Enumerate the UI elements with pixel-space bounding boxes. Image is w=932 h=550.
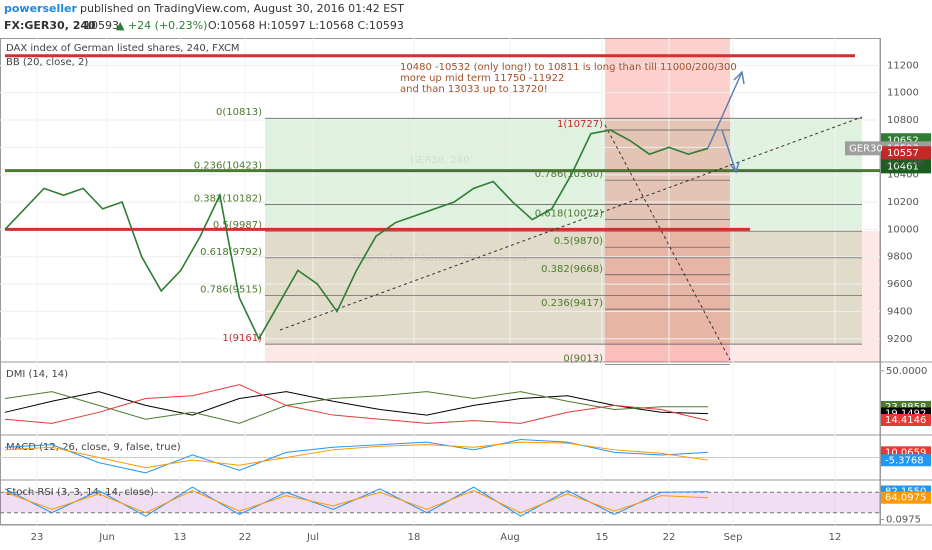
price-tag-label: 10557 (887, 148, 919, 159)
indicator-tag-label: -5.3768 (885, 455, 924, 466)
pane-label: Stoch RSI (3, 3, 14, 14, close) (6, 487, 154, 498)
annotation: more up mid term 11750 -11922 (400, 73, 564, 84)
y-tick-label: 0.0975 (886, 515, 921, 526)
fib-zone (605, 38, 730, 362)
fib-label: 0.786(10360) (535, 169, 603, 180)
y-tick-label: 10400 (887, 170, 919, 181)
x-tick-label: Sep (724, 532, 743, 543)
arrow (721, 129, 740, 174)
x-tick-label: 18 (408, 532, 421, 543)
x-tick-label: Jun (98, 532, 115, 543)
fib-label: 0.5(9870) (554, 236, 603, 247)
x-tick-label: 13 (174, 532, 187, 543)
indicator-tag (881, 491, 931, 504)
price-tag-label: 10652 (887, 135, 919, 146)
indicator-tag (881, 414, 931, 427)
watermark: GER30, 240 (410, 155, 469, 166)
price-tag-label: 10461 (887, 161, 919, 172)
indicator-tag-label: 10.0659 (885, 447, 926, 458)
stoch-band (0, 492, 880, 513)
symbol-tag (845, 141, 880, 156)
fib-label: 0.618(10072) (535, 209, 603, 220)
indicator-tag-label: 64.0975 (885, 493, 926, 504)
y-tick-label: 11200 (887, 60, 919, 71)
y-tick-label: 9800 (887, 252, 912, 263)
y-tick-label: 9200 (887, 334, 912, 345)
y-tick-label: 10200 (887, 197, 919, 208)
price-tag (881, 146, 931, 161)
last: 10593 (84, 19, 119, 32)
published: published on TradingView.com, August 30,… (80, 2, 404, 15)
indicator-line (4, 441, 709, 469)
indicator-tag (881, 454, 931, 467)
symbol: FX:GER30, 240 (4, 19, 96, 32)
x-tick-label: 22 (239, 532, 252, 543)
arrow (707, 70, 745, 149)
annotation: 10480 -10532 (only long!) to 10811 is lo… (400, 62, 737, 73)
fib-label: 0(9013) (563, 353, 603, 364)
indicator-tag-label: 14.4146 (885, 415, 926, 426)
indicator-line (4, 391, 709, 416)
y-tick-label: 10800 (887, 115, 919, 126)
price-line (4, 129, 709, 341)
ohlc: O:10568 H:10597 L:10568 C:10593 (208, 19, 404, 32)
fib-label: 1(10727) (557, 119, 603, 130)
red-zone (265, 231, 880, 362)
fib-label: 0.382(9668) (541, 264, 603, 275)
y-tick-label: 50.0000 (886, 366, 927, 377)
trend-line (604, 124, 731, 361)
indicator-line (4, 384, 709, 424)
publisher: powerseller (4, 2, 77, 15)
y-tick-label: 11000 (887, 88, 919, 99)
annotation: and than 13033 up to 13720! (400, 84, 548, 95)
x-tick-label: 23 (31, 532, 44, 543)
x-tick-label: Aug (500, 532, 520, 543)
indicator-line (4, 439, 709, 474)
legend: BB (20, close, 2) (6, 57, 88, 68)
indicator-tag-label: 19.1492 (885, 408, 926, 419)
x-tick-label: 22 (663, 532, 676, 543)
price-tag (881, 159, 931, 174)
indicator-line (4, 391, 708, 424)
y-tick-label: 9600 (887, 279, 912, 290)
fib-label: 0.786(9515) (200, 285, 262, 296)
pane-label: MACD (12, 26, close, 9, false, true) (6, 442, 181, 453)
indicator-tag-label: 23.8858 (885, 402, 926, 413)
watermark: DAX index of German listed shares (353, 253, 527, 264)
fib-label: 0.382(10182) (194, 194, 262, 205)
x-tick-label: 12 (829, 532, 842, 543)
y-tick-label: 9400 (887, 306, 912, 317)
change: ▲ +24 (+0.23%) (116, 19, 207, 32)
fib-label: 0(10813) (216, 107, 262, 118)
fib-label: 0.236(10423) (194, 161, 262, 172)
fib-label: 1(9161) (222, 333, 262, 344)
legend: DAX index of German listed shares, 240, … (6, 43, 240, 54)
x-tick-label: Jul (306, 532, 319, 543)
fib-label: 0.5(9987) (213, 220, 262, 231)
indicator-line (4, 489, 709, 514)
trend-line (279, 116, 863, 331)
countdown: 2:17:08 (885, 157, 924, 168)
chart-layer: GER30, 240 DAX index of German listed sha… (0, 38, 931, 543)
x-tick-label: 15 (596, 532, 609, 543)
y-tick-label: 10000 (887, 224, 919, 235)
pane-label: DMI (14, 14) (6, 369, 68, 380)
fib-label: 0.236(9417) (541, 298, 603, 309)
symbol-tag-label: GER30 (849, 143, 883, 154)
